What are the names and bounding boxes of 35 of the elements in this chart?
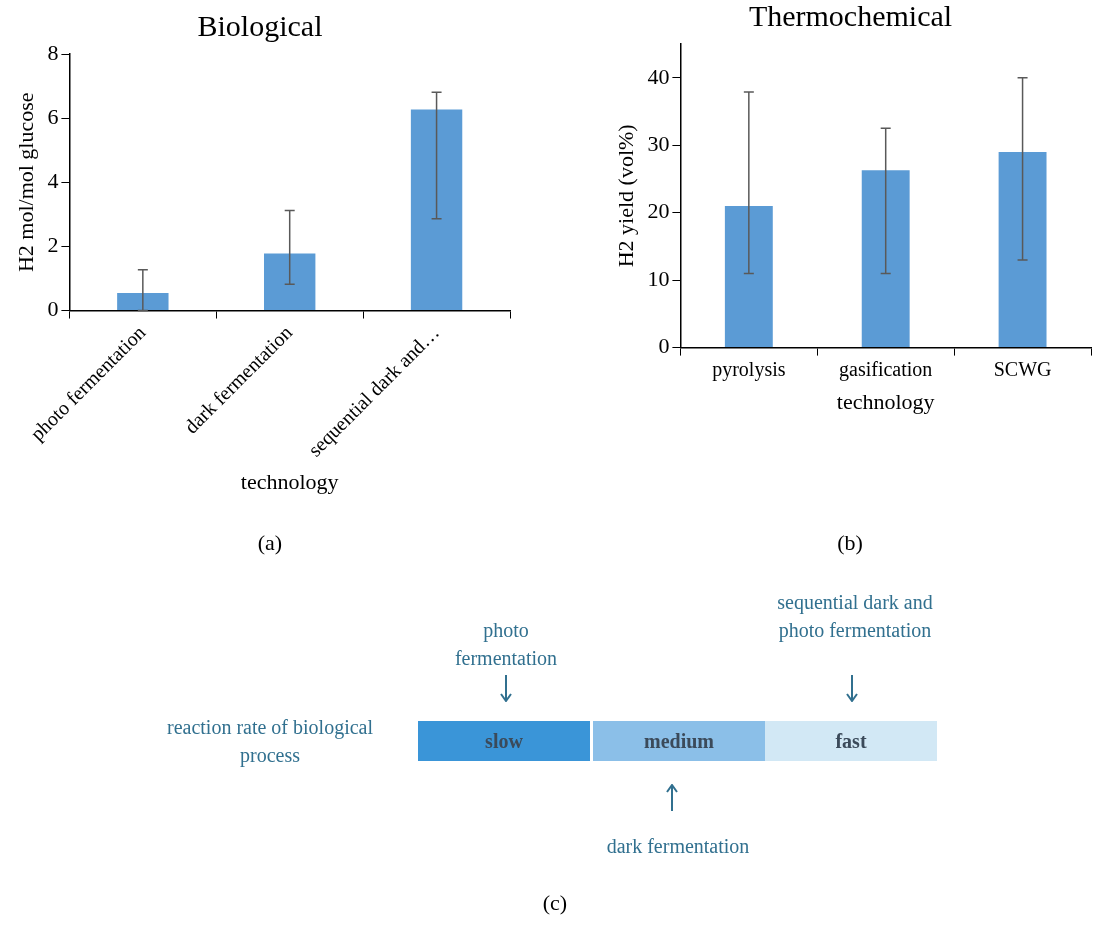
y-axis-title: H2 yield (vol%) xyxy=(612,124,638,268)
y-tick-label: 6 xyxy=(47,103,59,129)
y-tick-label: 10 xyxy=(647,265,670,291)
bar xyxy=(264,253,316,311)
y-tick-label: 20 xyxy=(647,198,670,224)
text: (c) xyxy=(541,890,569,916)
chart-title: Biological xyxy=(197,8,323,42)
text: slow xyxy=(418,721,590,761)
text: (b) xyxy=(836,530,864,556)
x-axis-title: technology xyxy=(240,468,339,494)
chart-title: Thermochemical xyxy=(748,0,953,32)
text: reaction rate of biological process xyxy=(166,715,374,769)
y-tick-label: 8 xyxy=(47,39,59,65)
bar xyxy=(410,109,463,311)
y-tick-label: 0 xyxy=(658,333,670,359)
x-tick-label: SCWG xyxy=(993,357,1052,380)
y-axis-title: H2 mol/mol glucose xyxy=(12,92,38,273)
y-tick-label: 4 xyxy=(47,168,59,194)
bar xyxy=(117,292,169,311)
y-tick-label: 40 xyxy=(647,63,670,89)
text: sequential dark and photo fermentation xyxy=(776,590,934,644)
text: photo fermentation xyxy=(453,618,559,671)
bar xyxy=(861,170,910,348)
text: dark fermentation xyxy=(605,834,751,859)
text: fast xyxy=(765,721,937,761)
bar xyxy=(724,205,773,348)
x-axis-title: technology xyxy=(836,388,935,414)
y-tick-label: 0 xyxy=(47,296,59,322)
text: (a) xyxy=(256,530,284,556)
text: medium xyxy=(593,721,765,761)
bar xyxy=(998,151,1047,348)
y-tick-label: 30 xyxy=(647,130,670,156)
y-tick-label: 2 xyxy=(47,232,59,258)
x-tick-label: gasification xyxy=(839,357,933,381)
x-tick-label: pyrolysis xyxy=(712,357,786,381)
